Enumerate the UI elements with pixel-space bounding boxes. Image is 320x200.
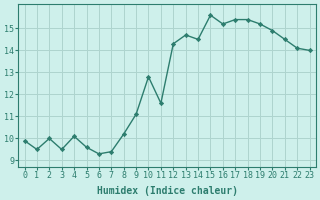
X-axis label: Humidex (Indice chaleur): Humidex (Indice chaleur) (97, 186, 237, 196)
